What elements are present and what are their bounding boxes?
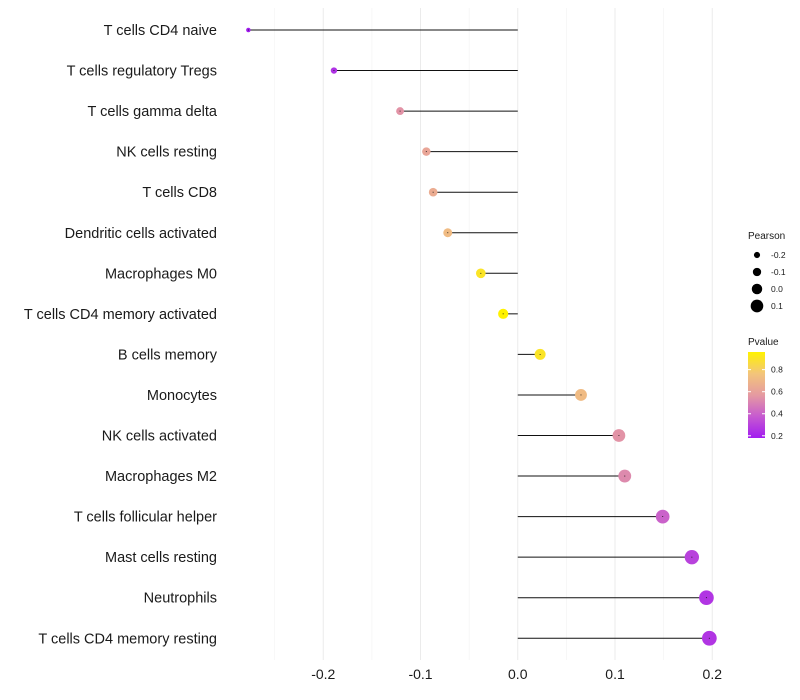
category-label: B cells memory xyxy=(118,347,218,363)
x-tick-label: 0.2 xyxy=(703,666,723,682)
x-tick-label: 0.1 xyxy=(605,666,625,682)
x-tick-label: 0.0 xyxy=(508,666,528,682)
legend-size-label: 0.0 xyxy=(771,284,783,294)
x-tick-label: -0.2 xyxy=(311,666,335,682)
legend-size-key xyxy=(753,251,761,259)
category-label: NK cells resting xyxy=(116,145,217,161)
legend-size-key xyxy=(751,283,763,295)
legend-size-key xyxy=(750,299,764,313)
legend-size-key xyxy=(752,267,762,277)
legend-size-label: -0.2 xyxy=(771,250,786,260)
category-label: T cells CD8 xyxy=(142,185,217,201)
category-label: Monocytes xyxy=(147,388,217,404)
y-axis: T cells CD4 naive T cells regulatory Treg… xyxy=(24,23,218,647)
x-tick-label: -0.1 xyxy=(408,666,432,682)
pvalue-colorbar xyxy=(748,352,765,438)
legend-pvalue: Pvalue 0.2 0.4 0.6 0.8 xyxy=(748,337,783,441)
category-label: NK cells activated xyxy=(102,429,217,445)
legend-title-pearson: Pearson xyxy=(748,231,785,242)
x-axis: -0.2 -0.1 0.0 0.1 0.2 xyxy=(311,666,722,682)
category-label: Mast cells resting xyxy=(105,550,217,566)
colorbar-label: 0.4 xyxy=(771,409,783,419)
category-label: Dendritic cells activated xyxy=(65,226,217,242)
grid xyxy=(274,8,713,660)
legend-size-label: 0.1 xyxy=(771,301,783,311)
legend-pearson: Pearson -0.2 -0.1 0.0 0.1 xyxy=(748,231,786,313)
category-label: T cells gamma delta xyxy=(88,104,218,120)
category-label: Macrophages M0 xyxy=(105,266,217,282)
category-label: Macrophages M2 xyxy=(105,469,217,485)
data-marks xyxy=(246,27,717,646)
legend-title-pvalue: Pvalue xyxy=(748,337,779,348)
category-label: T cells CD4 naive xyxy=(104,23,217,39)
category-label: Neutrophils xyxy=(144,591,217,607)
category-label: T cells follicular helper xyxy=(74,510,217,526)
legend-size-label: -0.1 xyxy=(771,267,786,277)
colorbar-label: 0.8 xyxy=(771,365,783,375)
colorbar-label: 0.2 xyxy=(771,431,783,441)
colorbar-label: 0.6 xyxy=(771,387,783,397)
category-label: T cells regulatory Tregs xyxy=(67,64,217,80)
category-label: T cells CD4 memory activated xyxy=(24,307,217,323)
category-label: T cells CD4 memory resting xyxy=(38,631,217,647)
